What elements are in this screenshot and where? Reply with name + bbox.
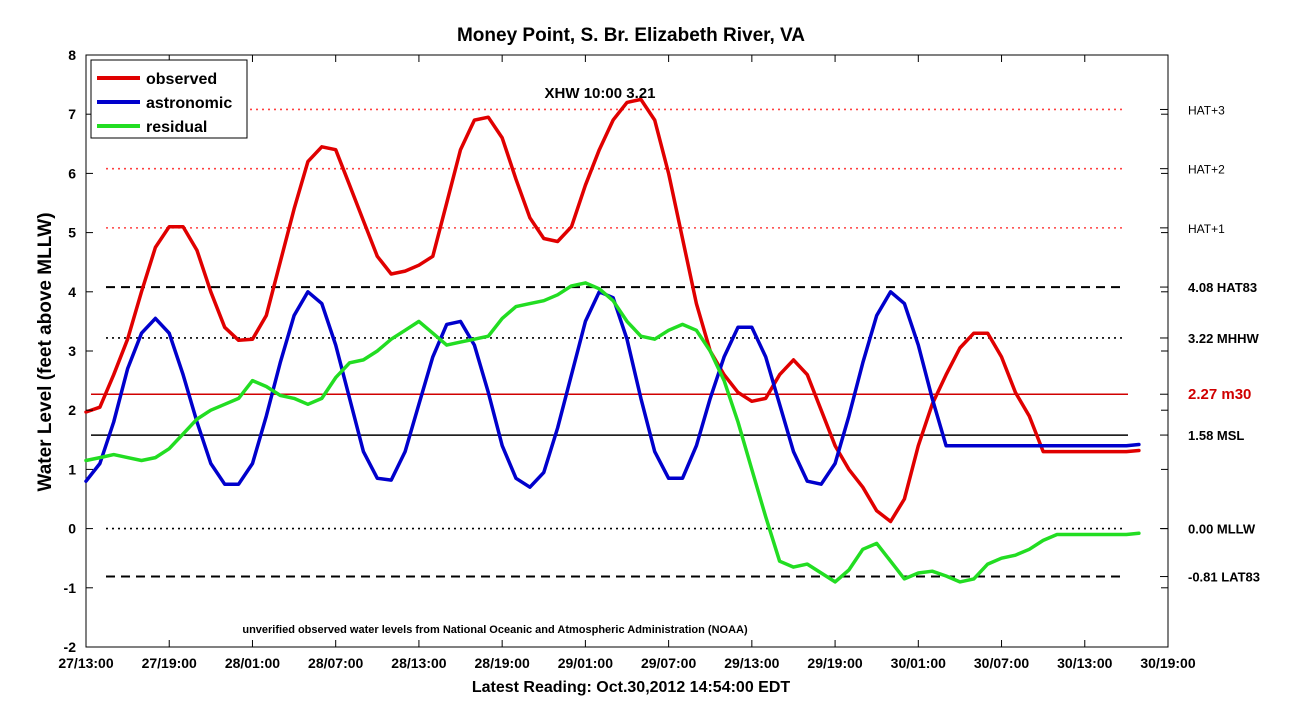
data-source-footnote: unverified observed water levels from Na…	[242, 624, 748, 636]
plot-area	[85, 54, 1169, 648]
y-tick-label: 8	[68, 47, 76, 63]
x-tick-label: 27/13:00	[58, 655, 113, 671]
reference-label-4: 3.22 MHHW	[1188, 331, 1260, 346]
x-tick-label: 28/07:00	[308, 655, 363, 671]
series-line-astronomic	[84, 290, 1141, 489]
legend-label-astronomic: astronomic	[146, 95, 232, 112]
x-tick-label: 30/01:00	[891, 655, 946, 671]
x-tick-label: 30/19:00	[1140, 655, 1195, 671]
chart-title: Money Point, S. Br. Elizabeth River, VA	[457, 25, 805, 46]
x-tick-label: 30/07:00	[974, 655, 1029, 671]
x-tick-label: 29/13:00	[724, 655, 779, 671]
series-line-observed	[84, 97, 1141, 524]
x-tick-label: 29/19:00	[807, 655, 862, 671]
x-tick-label: 28/01:00	[225, 655, 280, 671]
reference-label-8: -0.81 LAT83	[1188, 570, 1260, 585]
y-axis: -2 -1 0 1 2 3 4 5 6 7 8	[64, 47, 1168, 655]
y-tick-label: 2	[68, 402, 76, 418]
reference-label-2: HAT+1	[1188, 222, 1225, 236]
y-axis-label: Water Level (feet above MLLW)	[35, 212, 56, 491]
series-lines	[84, 97, 1141, 584]
x-tick-label: 29/07:00	[641, 655, 696, 671]
y-tick-label: 0	[68, 521, 76, 537]
legend-label-observed: observed	[146, 71, 217, 88]
reference-label-5: 2.27 m30	[1188, 386, 1251, 403]
reference-label-1: HAT+2	[1188, 163, 1225, 177]
x-tick-label: 28/13:00	[391, 655, 446, 671]
reference-label-3: 4.08 HAT83	[1188, 280, 1257, 295]
y-tick-label: 6	[68, 165, 76, 181]
reference-lines	[91, 108, 1128, 578]
reference-label-0: HAT+3	[1188, 103, 1225, 117]
reference-label-7: 0.00 MLLW	[1188, 522, 1256, 537]
y-tick-label: 3	[68, 343, 76, 359]
x-tick-label: 30/13:00	[1057, 655, 1112, 671]
y-tick-label: 1	[68, 461, 76, 477]
legend-label-residual: residual	[146, 119, 207, 136]
y-tick-label: -1	[64, 580, 77, 596]
y-tick-label: 7	[68, 106, 76, 122]
reference-labels: HAT+3 HAT+2 HAT+1 4.08 HAT83 3.22 MHHW 2.27 m…	[1160, 103, 1260, 585]
x-tick-label: 28/19:00	[475, 655, 530, 671]
legend: observed astronomic residual	[90, 59, 248, 139]
x-axis: 27/13:00 27/19:00 28/01:00 28/07:00 28/13:00…	[58, 55, 1196, 671]
series-line-residual	[84, 281, 1141, 584]
xhw-annotation: XHW 10:00 3.21	[545, 85, 656, 102]
y-tick-label: 5	[68, 225, 76, 241]
x-tick-label: 27/19:00	[142, 655, 197, 671]
x-axis-label: Latest Reading: Oct.30,2012 14:54:00 EDT	[472, 679, 791, 696]
reference-label-6: 1.58 MSL	[1188, 428, 1244, 443]
y-tick-label: -2	[64, 639, 77, 655]
x-tick-label: 29/01:00	[558, 655, 613, 671]
y-tick-label: 4	[68, 284, 76, 300]
